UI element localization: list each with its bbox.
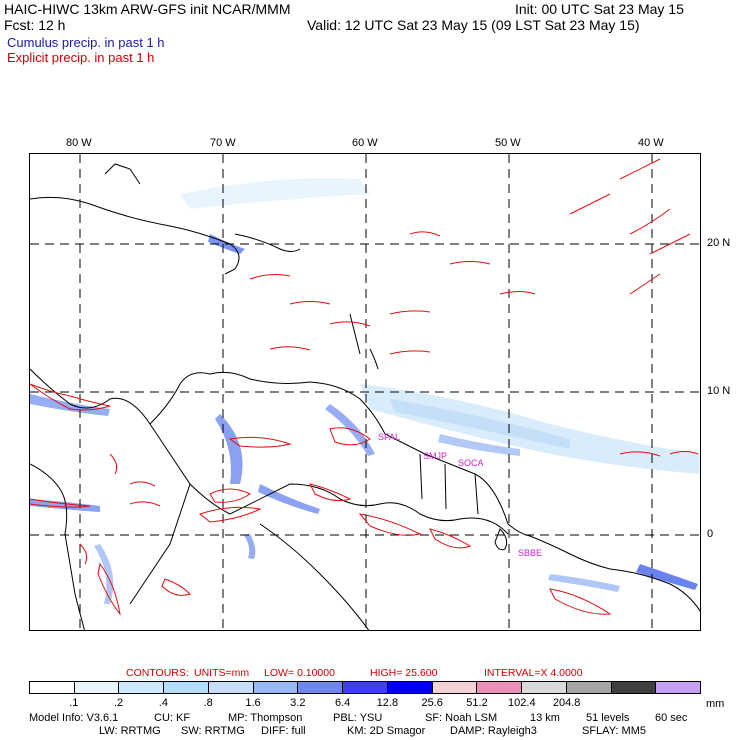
lat-label-20n: 20 N xyxy=(707,237,731,249)
contours-high: HIGH= 25.600 xyxy=(370,667,438,679)
precip-map: SFAL SMJP SOCA SBBE xyxy=(29,153,701,631)
lon-label-40w: 40 W xyxy=(638,137,664,149)
km-scheme: KM: 2D Smagor xyxy=(347,725,426,737)
colorbar-tick-label: 6.4 xyxy=(334,697,351,709)
colorbar-swatch xyxy=(208,682,254,693)
lw-scheme: LW: RRTMG xyxy=(99,725,161,737)
coastlines xyxy=(30,163,700,630)
contours-label: CONTOURS: xyxy=(126,667,189,679)
sw-scheme: SW: RRTMG xyxy=(181,725,245,737)
legend-cumulus: Cumulus precip. in past 1 h xyxy=(7,35,165,50)
colorbar-swatch xyxy=(343,682,388,693)
colorbar-tick-label: 1.6 xyxy=(245,697,261,709)
init-time: Init: 00 UTC Sat 23 May 15 xyxy=(515,1,684,17)
diff-scheme: DIFF: full xyxy=(261,725,306,737)
map-canvas: SFAL SMJP SOCA SBBE xyxy=(30,154,700,630)
station-soca: SOCA xyxy=(458,458,484,468)
colorbar-tick-label: 12.8 xyxy=(376,697,399,709)
colorbar-tick-label: 204.8 xyxy=(552,697,581,709)
station-smjp: SMJP xyxy=(423,451,447,461)
lon-label-70w: 70 W xyxy=(210,137,236,149)
model-info: Model Info: V3.6.1 xyxy=(29,712,119,724)
timestep: 60 sec xyxy=(655,712,688,724)
lon-label-80w: 80 W xyxy=(66,137,92,149)
colorbar-swatch xyxy=(30,682,75,693)
lat-lon-grid xyxy=(30,154,700,630)
lon-label-60w: 60 W xyxy=(352,137,378,149)
station-sbbe: SBBE xyxy=(518,548,542,558)
colorbar-swatch xyxy=(432,682,478,693)
lon-label-50w: 50 W xyxy=(495,137,521,149)
explicit-precip-contours xyxy=(30,158,699,616)
forecast-hour: Fcst: 12 h xyxy=(4,17,66,33)
colorbar-swatch xyxy=(387,682,433,693)
colorbar-tick-label: .4 xyxy=(158,697,168,709)
colorbar-swatch xyxy=(253,682,299,693)
colorbar-tick-label: 3.2 xyxy=(290,697,306,709)
colorbar-tick-label: 102.4 xyxy=(508,697,536,709)
cumulus-precip-field xyxy=(30,178,700,604)
colorbar-swatch xyxy=(298,682,344,693)
colorbar-swatch xyxy=(164,682,209,693)
colorbar-tick-label: .1 xyxy=(69,697,79,709)
colorbar xyxy=(29,681,701,694)
colorbar-tick-label: .8 xyxy=(203,697,213,709)
contours-interval: INTERVAL=X 4.0000 xyxy=(484,667,583,679)
station-sfal: SFAL xyxy=(378,432,400,442)
model-title: HAIC-HIWC 13km ARW-GFS init NCAR/MMM xyxy=(4,1,291,17)
colorbar-swatch xyxy=(566,682,612,693)
colorbar-swatch xyxy=(611,682,657,693)
resolution: 13 km xyxy=(530,712,560,724)
colorbar-swatch xyxy=(522,682,567,693)
valid-time: Valid: 12 UTC Sat 23 May 15 (09 LST Sat … xyxy=(307,17,640,33)
colorbar-unit: mm xyxy=(706,698,725,710)
contours-units: UNITS=mm xyxy=(194,667,250,679)
colorbar-swatch xyxy=(74,682,120,693)
lat-label-0: 0 xyxy=(707,528,714,540)
colorbar-tick-label: 25.6 xyxy=(421,697,443,709)
legend-explicit: Explicit precip. in past 1 h xyxy=(7,50,155,65)
colorbar-swatch xyxy=(119,682,165,693)
sf-scheme: SF: Noah LSM xyxy=(425,712,498,724)
contours-low: LOW= 0.10000 xyxy=(264,667,335,679)
levels: 51 levels xyxy=(586,712,630,724)
damp-scheme: DAMP: Rayleigh3 xyxy=(450,725,537,737)
mp-scheme: MP: Thompson xyxy=(228,712,303,724)
sflay-scheme: SFLAY: MM5 xyxy=(582,725,646,737)
colorbar-swatch xyxy=(656,682,701,693)
colorbar-tick-label: .2 xyxy=(114,697,124,709)
colorbar-tick-label: 51.2 xyxy=(466,697,488,709)
lat-label-10n: 10 N xyxy=(707,385,731,397)
cu-scheme: CU: KF xyxy=(154,712,191,724)
pbl-scheme: PBL: YSU xyxy=(333,712,383,724)
colorbar-swatch xyxy=(477,682,523,693)
colorbar-labels: .1 .2 .4 .8 1.6 3.2 6.4 12.8 25.6 51.2 102.4 204.8 xyxy=(29,697,701,709)
